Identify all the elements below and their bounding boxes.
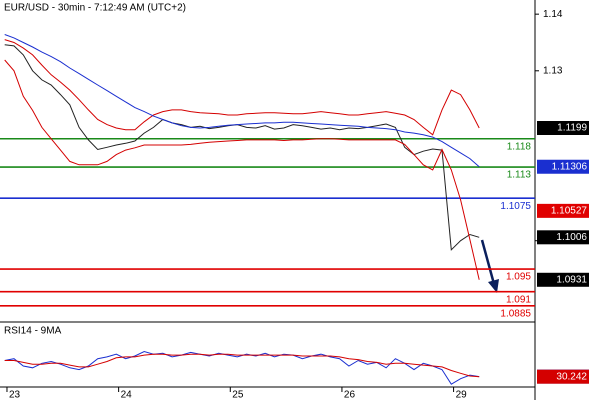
x-tick-label: 29	[456, 390, 468, 400]
x-tick-label: 26	[344, 390, 356, 400]
price-tag	[537, 121, 589, 135]
price-tag	[537, 369, 589, 384]
price-tag	[537, 272, 589, 287]
forecast-arrow	[480, 239, 496, 285]
price-tag-label: 1.1199	[557, 123, 587, 134]
x-tick-label: 24	[121, 390, 133, 400]
price-tag-label: 1.11306	[552, 161, 588, 172]
y-tick-label: 1.14	[543, 9, 563, 20]
price-tag	[537, 203, 589, 218]
series-line	[4, 44, 480, 251]
x-tick-label: 25	[232, 390, 244, 400]
price-tag-label: 1.0931	[556, 274, 587, 285]
chart-title: EUR/USD - 30min - 7:12:49 AM (UTC+2)	[4, 3, 186, 14]
series-line	[4, 39, 480, 136]
series-line	[4, 353, 480, 378]
price-tag-label: 30.242	[556, 371, 587, 382]
level-label: 1.118	[507, 141, 532, 152]
level-label: 1.1075	[500, 201, 531, 212]
price-tag	[537, 230, 589, 245]
level-label: 1.095	[506, 272, 531, 283]
level-label: 1.113	[507, 170, 532, 181]
arrow-head	[488, 279, 499, 293]
price-tag-label: 1.1006	[556, 232, 587, 243]
x-tick-label: 23	[9, 390, 21, 400]
y-tick-label: 1.13	[543, 65, 563, 76]
price-tag	[537, 159, 589, 174]
level-label: 1.0885	[500, 308, 531, 319]
series-line	[4, 34, 480, 168]
level-label: 1.091	[506, 294, 531, 305]
pane-title: RSI14 - 9MA	[4, 326, 62, 337]
series-line	[4, 59, 480, 280]
price-tag-label: 1.10527	[551, 206, 588, 217]
